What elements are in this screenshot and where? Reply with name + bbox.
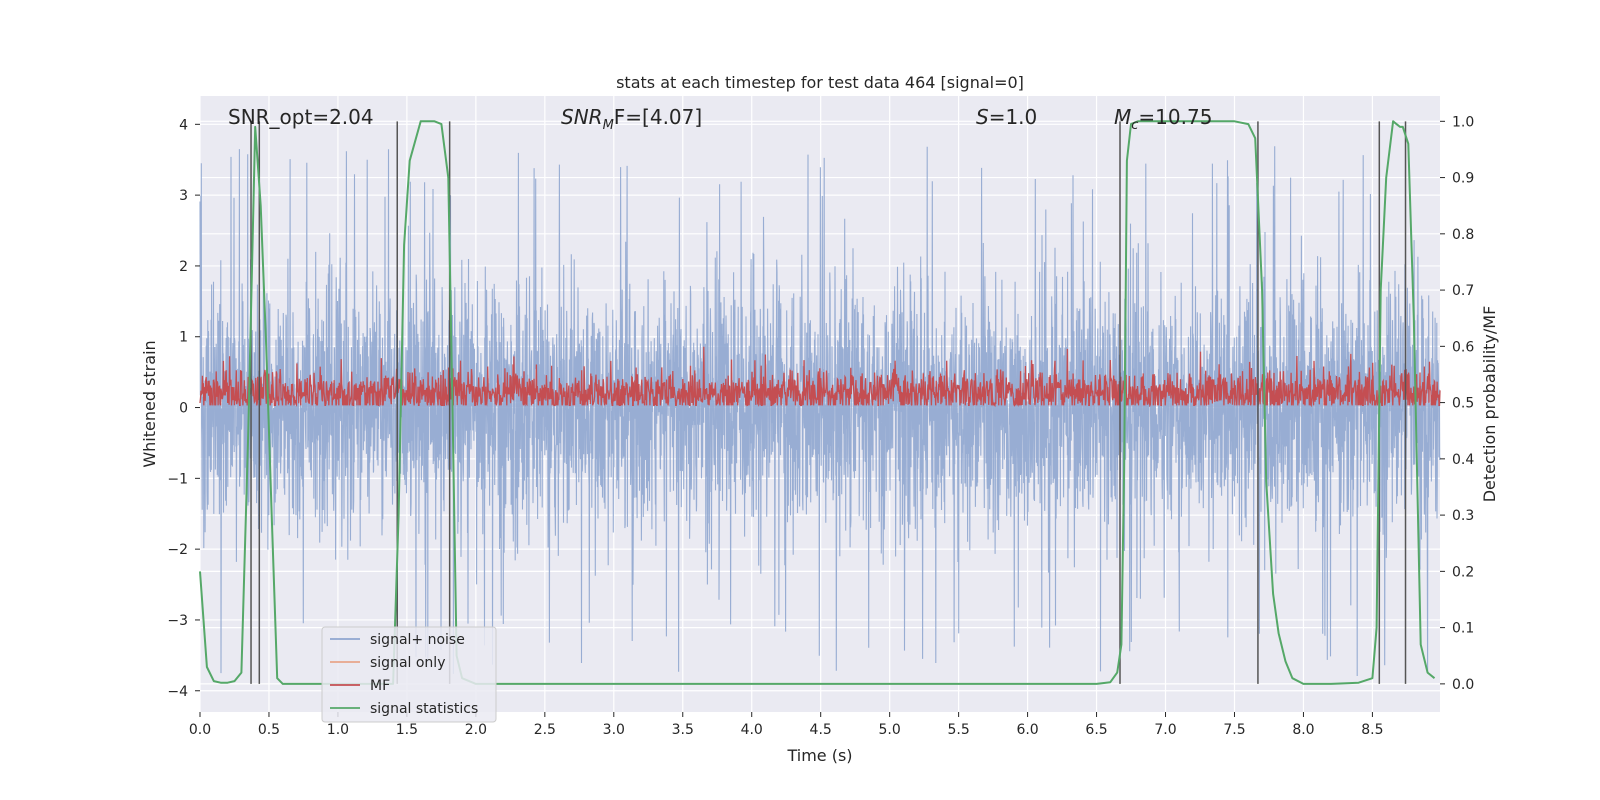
x-tick-label: 8.5 [1361, 722, 1383, 738]
annotation-snr-mf-sub: M [603, 118, 614, 133]
y2-tick-label: 0.2 [1452, 564, 1474, 580]
y-tick-label: −1 [167, 471, 188, 487]
y2-axis-ticks: 0.0 0.1 0.2 0.3 0.4 0.5 0.6 0.7 0.8 0.9 1.0 [1440, 114, 1474, 693]
x-tick-label: 1.5 [396, 722, 418, 738]
y2-tick-label: 0.7 [1452, 283, 1474, 299]
legend-label-signal-statistics: signal statistics [370, 701, 478, 717]
y2-tick-label: 0.1 [1452, 621, 1474, 637]
signal-noise-trace [199, 146, 1441, 677]
x-tick-label: 7.5 [1223, 722, 1245, 738]
x-tick-label: 6.0 [1016, 722, 1038, 738]
signal-noise-line [199, 146, 1441, 677]
x-tick-label: 6.5 [1085, 722, 1107, 738]
y-axis-ticks: −4 −3 −2 −1 0 1 2 3 4 [167, 117, 200, 700]
x-tick-label: 5.0 [879, 722, 901, 738]
x-axis-label: Time (s) [786, 746, 852, 765]
legend-label-signal-noise: signal+ noise [370, 632, 465, 648]
y-axis-label: Whitened strain [140, 340, 159, 467]
x-tick-label: 2.5 [534, 722, 556, 738]
y2-tick-label: 0.5 [1452, 396, 1474, 412]
y-tick-label: −2 [167, 542, 188, 558]
signal-statistics-trace [199, 120, 1436, 685]
x-tick-label: 0.0 [189, 722, 211, 738]
mf-line [199, 346, 1441, 408]
legend-box [321, 626, 497, 723]
y-tick-label: 1 [179, 330, 188, 346]
annotation-mc-label: M [1114, 105, 1131, 129]
x-tick-label: 2.0 [465, 722, 487, 738]
y2-tick-label: 0.6 [1452, 339, 1474, 355]
mf-trace [199, 346, 1441, 408]
legend: signal+ noise signal only MF signal stat… [321, 626, 497, 723]
y2-tick-label: 0.8 [1452, 227, 1474, 243]
x-tick-label: 3.5 [672, 722, 694, 738]
y-tick-label: 0 [179, 401, 188, 417]
y2-tick-label: 1.0 [1452, 114, 1474, 130]
x-tick-label: 8.0 [1292, 722, 1314, 738]
y-tick-label: −3 [167, 613, 188, 629]
y-tick-label: 4 [179, 117, 188, 133]
annotation-snr-mf-main: SNR [561, 105, 603, 129]
annotation-mc-sub: c [1131, 118, 1138, 133]
y2-tick-label: 0.0 [1452, 677, 1474, 693]
y-tick-label: 2 [179, 259, 188, 275]
y2-tick-label: 0.3 [1452, 508, 1474, 524]
annotation-snr-opt: SNR_opt=2.04 [228, 105, 374, 129]
annotation-snr-mf: SNRMF=[4.07] [561, 105, 702, 133]
x-tick-label: 0.5 [258, 722, 280, 738]
y2-tick-label: 0.4 [1452, 452, 1474, 468]
x-tick-label: 1.0 [327, 722, 349, 738]
x-tick-label: 5.5 [947, 722, 969, 738]
signal-statistics-line [199, 120, 1436, 685]
legend-label-signal-only: signal only [370, 655, 445, 671]
annotation-mc: Mc=10.75 [1114, 105, 1212, 133]
legend-label-mf: MF [370, 678, 390, 694]
chart-title: stats at each timestep for test data 464… [616, 73, 1024, 92]
annotation-s-rest: =1.0 [989, 105, 1038, 129]
x-tick-label: 3.0 [603, 722, 625, 738]
annotation-s: S=1.0 [976, 105, 1037, 129]
y-tick-label: 3 [179, 188, 188, 204]
x-tick-label: 4.5 [810, 722, 832, 738]
x-tick-label: 4.0 [741, 722, 763, 738]
annotation-mc-rest: =10.75 [1138, 105, 1212, 129]
y2-axis-label: Detection probability/MF [1480, 306, 1499, 503]
annotation-s-label: S [976, 105, 989, 129]
x-axis-ticks: 0.0 0.5 1.0 1.5 2.0 2.5 3.0 3.5 4.0 4.5 5.0 5.5 6.0 6… [189, 712, 1384, 738]
y2-tick-label: 0.9 [1452, 171, 1474, 187]
y-tick-label: −4 [167, 684, 188, 700]
annotation-snr-mf-rest: F=[4.07] [614, 105, 702, 129]
x-tick-label: 7.0 [1154, 722, 1176, 738]
